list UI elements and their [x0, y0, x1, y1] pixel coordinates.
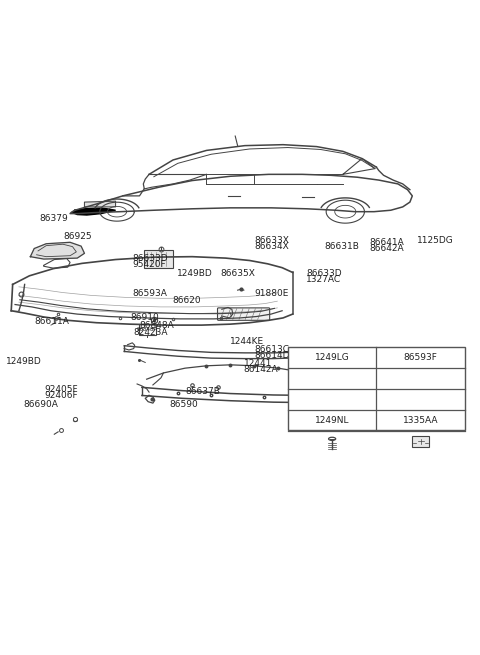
Text: 86641A: 86641A	[369, 238, 404, 248]
FancyBboxPatch shape	[412, 436, 429, 447]
Text: 86611A: 86611A	[34, 317, 69, 326]
Text: 86642A: 86642A	[369, 244, 404, 253]
Text: 1249NL: 1249NL	[315, 416, 349, 425]
Text: 1335AA: 1335AA	[403, 416, 438, 425]
Text: 95420F: 95420F	[132, 260, 166, 269]
Text: 86633D: 86633D	[306, 269, 342, 278]
Text: 86910: 86910	[130, 314, 159, 322]
Text: 86635X: 86635X	[221, 269, 256, 278]
Text: 86633D: 86633D	[132, 254, 168, 263]
Text: 86631B: 86631B	[324, 242, 359, 251]
Text: 86848A: 86848A	[136, 327, 158, 332]
Text: 86590: 86590	[169, 400, 198, 409]
FancyBboxPatch shape	[217, 308, 270, 320]
FancyBboxPatch shape	[144, 250, 173, 268]
Text: 86848A: 86848A	[140, 320, 174, 329]
Text: 86379: 86379	[39, 214, 68, 223]
Polygon shape	[72, 208, 116, 215]
Text: 1125DG: 1125DG	[417, 236, 454, 245]
Text: 12441: 12441	[244, 360, 272, 368]
Text: 86142A: 86142A	[244, 365, 278, 374]
Text: 86633X: 86633X	[254, 236, 289, 245]
Text: 1249LG: 1249LG	[315, 352, 349, 362]
Text: 86637B: 86637B	[185, 386, 220, 396]
Text: 86634X: 86634X	[254, 242, 289, 251]
Text: 1244KE: 1244KE	[230, 337, 264, 346]
Text: 91880E: 91880E	[254, 290, 289, 299]
Polygon shape	[30, 242, 84, 259]
Text: 86593F: 86593F	[404, 352, 438, 362]
Bar	[139, 324, 156, 335]
Text: 92406F: 92406F	[45, 392, 78, 400]
Text: 86690A: 86690A	[24, 400, 59, 409]
Text: 1327AC: 1327AC	[306, 275, 341, 284]
Polygon shape	[84, 201, 116, 207]
Text: 82423A: 82423A	[134, 328, 168, 337]
Text: 1249BD: 1249BD	[177, 269, 213, 278]
Bar	[288, 346, 465, 430]
Text: 86593A: 86593A	[132, 290, 167, 299]
Text: 86614D: 86614D	[254, 351, 290, 360]
Text: 86613C: 86613C	[254, 345, 289, 354]
Text: 92405F: 92405F	[45, 385, 78, 394]
Text: 1249BD: 1249BD	[5, 356, 41, 365]
Text: 86620: 86620	[172, 295, 201, 305]
Text: 86925: 86925	[63, 232, 92, 241]
